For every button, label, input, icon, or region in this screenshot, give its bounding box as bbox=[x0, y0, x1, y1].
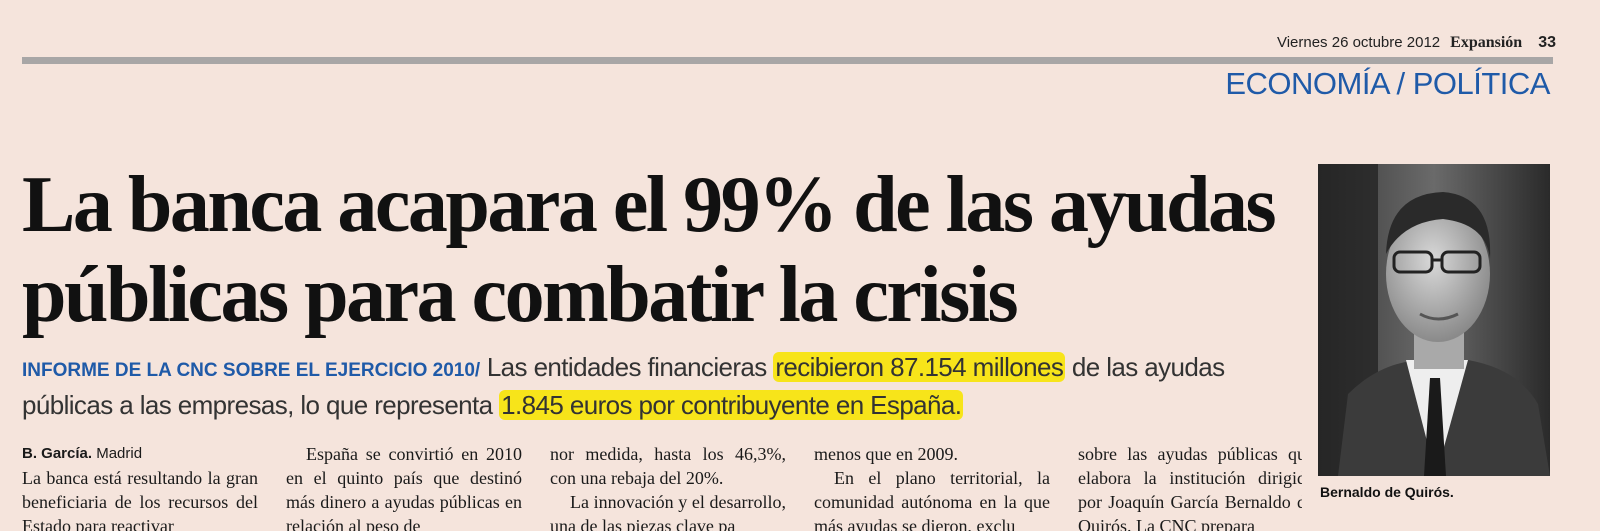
column-paragraph: menos que en 2009. bbox=[814, 444, 958, 464]
portrait-illustration bbox=[1318, 164, 1550, 476]
byline-author: B. García. bbox=[22, 445, 93, 462]
column-paragraph: sobre las ayudas públicas que elabora la… bbox=[1078, 444, 1302, 531]
portrait-photo bbox=[1318, 164, 1550, 476]
header-rule bbox=[22, 57, 1553, 64]
column-paragraph: La banca está resultando la gran benefic… bbox=[22, 468, 258, 531]
highlight-per-taxpayer: 1.845 euros por contribuyente en España. bbox=[499, 390, 964, 420]
body-column-1: B. García. Madrid La banca está resultan… bbox=[22, 442, 258, 531]
body-column-2: España se convirtió en 2010 en el quinto… bbox=[286, 442, 522, 531]
highlight-amount: recibieron 87.154 millones bbox=[773, 352, 1066, 382]
section-label: ECONOMÍA / POLÍTICA bbox=[1225, 66, 1550, 101]
body-column-4: menos que en 2009. En el plano territori… bbox=[814, 442, 1050, 531]
headline-line-2: públicas para combatir la crisis bbox=[22, 251, 1019, 339]
page-folio: Viernes 26 octubre 2012 Expansión 33 bbox=[1277, 34, 1556, 52]
body-columns: B. García. Madrid La banca está resultan… bbox=[22, 442, 1302, 531]
kicker: INFORME DE LA CNC SOBRE EL EJERCICIO 201… bbox=[22, 360, 481, 381]
byline: B. García. Madrid bbox=[22, 442, 258, 466]
standfirst: INFORME DE LA CNC SOBRE EL EJERCICIO 201… bbox=[22, 350, 1282, 422]
headline-line-1: La banca acapara el 99% de las ayudas bbox=[22, 161, 1277, 249]
column-paragraph: En el plano territorial, la comunidad au… bbox=[814, 468, 1050, 531]
body-column-5: sobre las ayudas públicas que elabora la… bbox=[1078, 442, 1302, 531]
column-paragraph: España se convirtió en 2010 en el quinto… bbox=[286, 444, 522, 531]
newspaper-name: Expansión bbox=[1450, 34, 1523, 51]
photo-caption: Bernaldo de Quirós. bbox=[1320, 484, 1454, 500]
issue-date: Viernes 26 octubre 2012 bbox=[1276, 34, 1441, 51]
column-paragraph: nor medida, hasta los 46,3%, con una reb… bbox=[550, 444, 786, 488]
body-column-3: nor medida, hasta los 46,3%, con una reb… bbox=[550, 442, 786, 531]
headline: La banca acapara el 99% de las ayudas pú… bbox=[22, 160, 1312, 340]
standfirst-text-1: Las entidades financieras bbox=[480, 352, 774, 382]
column-paragraph: La innovación y el desarrollo, una de la… bbox=[550, 492, 786, 531]
standfirst-text-2: de las ayudas públicas a las empresas, l… bbox=[22, 352, 1225, 420]
page-number: 33 bbox=[1538, 34, 1556, 51]
byline-place: Madrid bbox=[92, 445, 143, 462]
